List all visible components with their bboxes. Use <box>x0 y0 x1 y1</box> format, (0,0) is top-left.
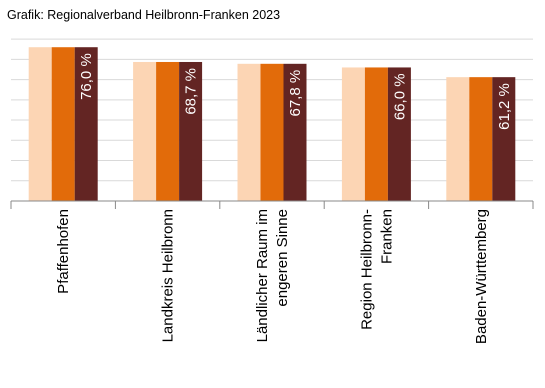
data-label: 76,0 % <box>78 53 95 100</box>
bar <box>179 61 203 202</box>
data-label: 67,8 % <box>287 70 304 117</box>
bar <box>364 67 388 202</box>
category-label: Baden-Württemberg <box>473 209 490 344</box>
bar <box>387 67 411 202</box>
bar <box>74 47 98 202</box>
data-label: 61,2 % <box>496 83 513 130</box>
bar <box>446 77 470 201</box>
bar <box>469 77 493 201</box>
bar <box>28 47 52 202</box>
category-label: Franken <box>378 209 395 264</box>
bar <box>341 67 365 202</box>
category-label: Ländlicher Raum im <box>254 209 271 342</box>
bar <box>237 63 261 202</box>
category-label: Region Heilbronn- <box>358 209 375 330</box>
bar <box>492 77 516 201</box>
bar <box>283 63 307 202</box>
chart-source-header: Grafik: Regionalverband Heilbronn-Franke… <box>7 8 281 22</box>
category-label: engeren Sinne <box>274 209 291 307</box>
bar <box>51 47 75 202</box>
category-label: Landkreis Heilbronn <box>160 209 177 342</box>
bar <box>133 61 157 202</box>
bar <box>260 63 284 202</box>
data-label: 68,7 % <box>183 68 200 115</box>
bar <box>156 61 180 202</box>
data-label: 66,0 % <box>391 73 408 120</box>
category-label: Pfaffenhofen <box>55 209 72 294</box>
